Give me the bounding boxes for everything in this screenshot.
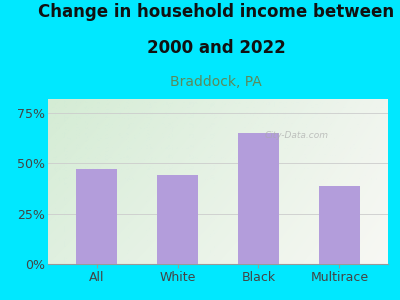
Bar bbox=[157, 176, 198, 264]
Bar bbox=[238, 133, 279, 264]
Text: 2000 and 2022: 2000 and 2022 bbox=[147, 39, 285, 57]
Bar bbox=[76, 169, 117, 264]
Text: City-Data.com: City-Data.com bbox=[264, 131, 328, 140]
Bar bbox=[319, 185, 360, 264]
Text: Change in household income between: Change in household income between bbox=[38, 3, 394, 21]
Text: Braddock, PA: Braddock, PA bbox=[170, 75, 262, 89]
